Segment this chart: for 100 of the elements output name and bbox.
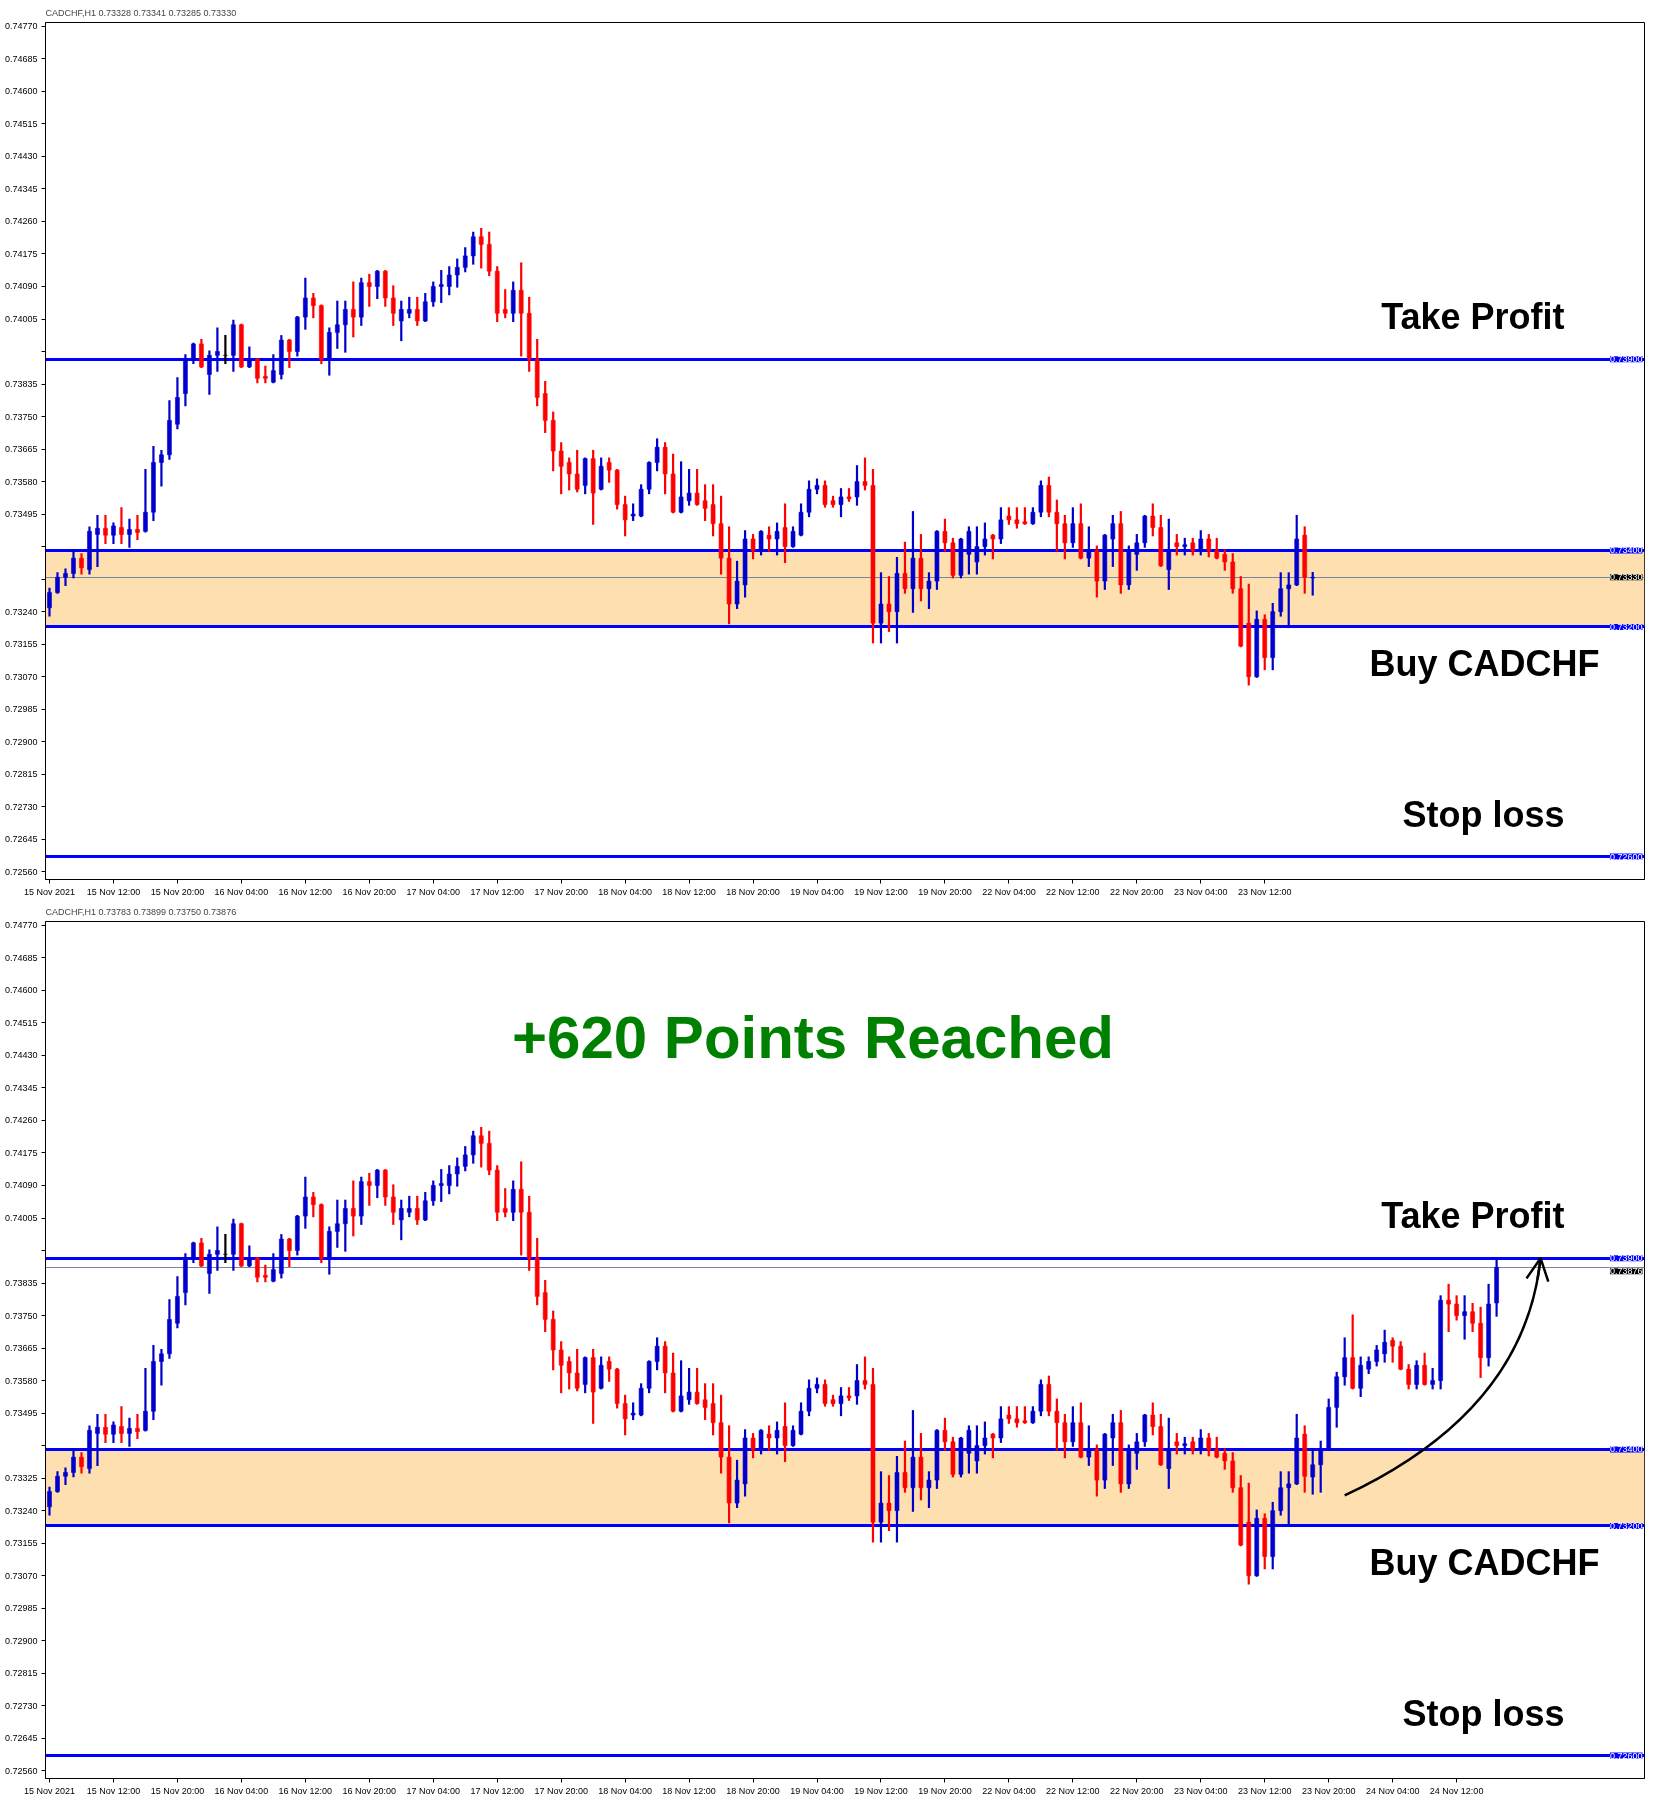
x-tick-label: 15 Nov 12:00 [86, 886, 141, 897]
x-tick-label: 18 Nov 20:00 [726, 1785, 780, 1796]
x-tick-label: 22 Nov 04:00 [982, 1785, 1036, 1796]
y-tick-label: 0.72730 [4, 1700, 38, 1711]
y-tick-label: 0.74600 [4, 985, 38, 996]
y-tick-label: 0.73155 [4, 639, 38, 650]
y-tick-label: 0.74685 [4, 53, 38, 64]
x-tick-label: 23 Nov 12:00 [1237, 1785, 1292, 1796]
y-tick-label: 0.73750 [4, 1310, 38, 1321]
x-tick-label: 17 Nov 20:00 [534, 886, 588, 897]
annotation: Stop loss [1402, 1692, 1565, 1734]
y-tick-label: 0.73835 [4, 379, 38, 390]
y-tick-label: 0.74770 [4, 920, 38, 931]
x-tick-label: 16 Nov 12:00 [278, 886, 333, 897]
x-tick-label: 19 Nov 20:00 [918, 1785, 972, 1796]
x-tick-label: 19 Nov 20:00 [918, 886, 972, 897]
chart-title: CADCHF,H1 0.73328 0.73341 0.73285 0.73330 [45, 7, 237, 18]
y-tick-label: 0.72900 [4, 1635, 38, 1646]
y-tick-label: 0.74175 [4, 1147, 38, 1158]
x-tick-label: 15 Nov 2021 [23, 886, 76, 897]
x-tick-label: 18 Nov 04:00 [598, 886, 652, 897]
x-tick-label: 17 Nov 20:00 [534, 1785, 588, 1796]
y-tick-label: 0.72645 [4, 834, 38, 845]
x-tick-label: 17 Nov 12:00 [470, 1785, 524, 1796]
y-tick-label: 0.74685 [4, 952, 38, 963]
y-tick-label: 0.74770 [4, 21, 38, 32]
ref-line-label: 0.73900 [1609, 354, 1643, 365]
ref-line-label: 0.73200 [1609, 621, 1643, 632]
x-tick-label: 15 Nov 12:00 [86, 1785, 141, 1796]
y-tick-label: 0.72560 [4, 1765, 38, 1776]
ref-line-label: 0.73876 [1609, 1266, 1643, 1277]
x-tick-label: 16 Nov 20:00 [342, 886, 397, 897]
y-tick-label: 0.73240 [4, 1505, 38, 1516]
x-tick-label: 16 Nov 04:00 [214, 1785, 269, 1796]
x-tick-label: 22 Nov 12:00 [1046, 886, 1100, 897]
ref-line-label: 0.72600 [1609, 851, 1643, 862]
x-tick-label: 24 Nov 12:00 [1429, 1785, 1484, 1796]
x-tick-label: 17 Nov 12:00 [470, 886, 524, 897]
x-tick-label: 15 Nov 20:00 [150, 886, 205, 897]
x-tick-label: 16 Nov 12:00 [278, 1785, 333, 1796]
annotation: Take Profit [1381, 296, 1565, 338]
y-tick-label: 0.73070 [4, 671, 38, 682]
y-tick-label: 0.73665 [4, 1343, 38, 1354]
y-tick-label: 0.74005 [4, 1213, 38, 1224]
x-tick-label: 16 Nov 04:00 [214, 886, 269, 897]
chart-title: CADCHF,H1 0.73783 0.73899 0.73750 0.73876 [45, 906, 237, 917]
ref-line-label: 0.73400 [1609, 1444, 1643, 1455]
ref-line-label: 0.73400 [1609, 545, 1643, 556]
y-tick-label: 0.74260 [4, 216, 38, 227]
x-tick-label: 17 Nov 04:00 [406, 1785, 461, 1796]
ref-line-label: 0.73330 [1609, 572, 1643, 583]
ref-line-label: 0.73900 [1609, 1253, 1643, 1264]
y-tick-label: 0.73495 [4, 509, 38, 520]
y-tick-label: 0.73070 [4, 1570, 38, 1581]
y-tick-label: 0.74515 [4, 1017, 38, 1028]
y-tick-label: 0.74175 [4, 248, 38, 259]
annotation: Take Profit [1381, 1195, 1565, 1237]
y-tick-label: 0.73580 [4, 476, 38, 487]
x-tick-label: 23 Nov 12:00 [1237, 886, 1292, 897]
y-tick-label: 0.73665 [4, 444, 38, 455]
x-tick-label: 23 Nov 04:00 [1174, 886, 1228, 897]
x-tick-label: 15 Nov 2021 [23, 1785, 76, 1796]
y-tick-label: 0.72815 [4, 769, 38, 780]
y-tick-label: 0.72815 [4, 1668, 38, 1679]
x-tick-label: 19 Nov 04:00 [790, 886, 844, 897]
y-tick-label: 0.73495 [4, 1408, 38, 1419]
x-tick-label: 23 Nov 04:00 [1174, 1785, 1228, 1796]
x-tick-label: 23 Nov 20:00 [1301, 1785, 1356, 1796]
annotation: +620 Points Reached [512, 1003, 1114, 1071]
x-tick-label: 16 Nov 20:00 [342, 1785, 397, 1796]
y-tick-label: 0.74090 [4, 281, 38, 292]
y-tick-label: 0.73580 [4, 1375, 38, 1386]
y-tick-label: 0.72900 [4, 736, 38, 747]
y-tick-label: 0.74260 [4, 1115, 38, 1126]
y-tick-label: 0.72985 [4, 1603, 38, 1614]
x-tick-label: 22 Nov 04:00 [982, 886, 1036, 897]
x-tick-label: 22 Nov 12:00 [1046, 1785, 1100, 1796]
x-tick-label: 15 Nov 20:00 [150, 1785, 205, 1796]
y-tick-label: 0.74515 [4, 118, 38, 129]
x-tick-label: 19 Nov 12:00 [854, 1785, 908, 1796]
y-tick-label: 0.73325 [4, 1473, 38, 1484]
x-tick-label: 17 Nov 04:00 [406, 886, 461, 897]
y-tick-label: 0.72985 [4, 704, 38, 715]
x-tick-label: 18 Nov 12:00 [662, 1785, 716, 1796]
y-tick-label: 0.74345 [4, 183, 38, 194]
y-tick-label: 0.74005 [4, 314, 38, 325]
y-tick-label: 0.72645 [4, 1733, 38, 1744]
y-tick-label: 0.74090 [4, 1180, 38, 1191]
x-tick-label: 18 Nov 20:00 [726, 886, 780, 897]
annotation: Buy CADCHF [1369, 642, 1600, 684]
x-tick-label: 24 Nov 04:00 [1365, 1785, 1420, 1796]
ref-line-label: 0.72600 [1609, 1750, 1643, 1761]
y-tick-label: 0.73240 [4, 606, 38, 617]
ref-line-label: 0.73200 [1609, 1520, 1643, 1531]
x-tick-label: 19 Nov 12:00 [854, 886, 908, 897]
annotation: Buy CADCHF [1369, 1541, 1600, 1583]
x-tick-label: 18 Nov 12:00 [662, 886, 716, 897]
y-tick-label: 0.72560 [4, 866, 38, 877]
y-tick-label: 0.73750 [4, 411, 38, 422]
x-tick-label: 22 Nov 20:00 [1110, 1785, 1164, 1796]
